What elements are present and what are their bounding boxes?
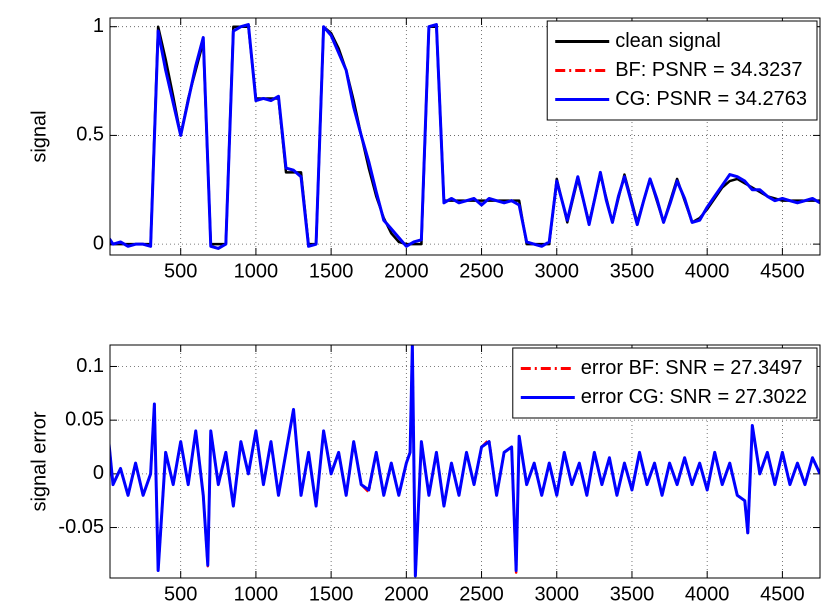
x-tick-label: 1000 xyxy=(234,583,279,605)
legend-label: CG: PSNR = 34.2763 xyxy=(615,88,807,110)
y-tick-label: 1 xyxy=(93,15,104,37)
x-tick-label: 3500 xyxy=(610,260,655,282)
x-tick-label: 2500 xyxy=(459,583,504,605)
x-tick-label: 4000 xyxy=(685,583,730,605)
legend-label: BF: PSNR = 34.3237 xyxy=(615,59,802,81)
y-tick-label: 0.05 xyxy=(65,408,104,430)
x-tick-label: 2000 xyxy=(384,583,429,605)
x-tick-label: 2500 xyxy=(459,260,504,282)
subplot: 500 1000 1500 2000 2500 3000 3500 4000 4500 -0.05… xyxy=(28,344,821,605)
x-tick-label: 3000 xyxy=(535,260,580,282)
legend-box xyxy=(546,20,818,121)
y-axis-label: signal error xyxy=(28,411,50,511)
x-tick-label: 1000 xyxy=(234,260,279,282)
x-tick-label: 1500 xyxy=(309,583,354,605)
plot-area xyxy=(110,23,820,250)
legend-box xyxy=(512,347,818,419)
y-tick-label: 0 xyxy=(93,232,104,254)
x-tick-label: 4500 xyxy=(760,260,805,282)
x-tick-label: 2000 xyxy=(384,260,429,282)
legend-label: clean signal xyxy=(615,30,721,52)
x-tick-label: 4500 xyxy=(760,583,805,605)
y-tick-label: -0.05 xyxy=(58,516,104,538)
legend: error BF: SNR = 27.3497 error CG: SNR = 2… xyxy=(512,347,818,419)
y-tick-label: 0.5 xyxy=(76,124,104,146)
plot-area xyxy=(110,345,820,578)
series-line xyxy=(110,23,820,250)
y-axis-label: signal xyxy=(28,110,50,162)
x-tick-label: 3000 xyxy=(535,583,580,605)
x-tick-label: 500 xyxy=(164,583,197,605)
legend: clean signal BF: PSNR = 34.3237 CG: PSNR =… xyxy=(546,20,818,121)
legend-label: error CG: SNR = 27.3022 xyxy=(581,386,807,408)
y-tick-label: 0.1 xyxy=(76,355,104,377)
subplot: 500 1000 1500 2000 2500 3000 3500 4000 4500 0 0.5 1… xyxy=(28,15,821,282)
x-tick-label: 1500 xyxy=(309,260,354,282)
x-tick-label: 4000 xyxy=(685,260,730,282)
axes-frame xyxy=(109,17,821,256)
series-line xyxy=(110,345,820,578)
axes-frame xyxy=(109,344,821,579)
x-tick-label: 500 xyxy=(164,260,197,282)
x-tick-label: 3500 xyxy=(610,583,655,605)
legend-label: error BF: SNR = 27.3497 xyxy=(581,357,803,379)
y-tick-label: 0 xyxy=(93,462,104,484)
